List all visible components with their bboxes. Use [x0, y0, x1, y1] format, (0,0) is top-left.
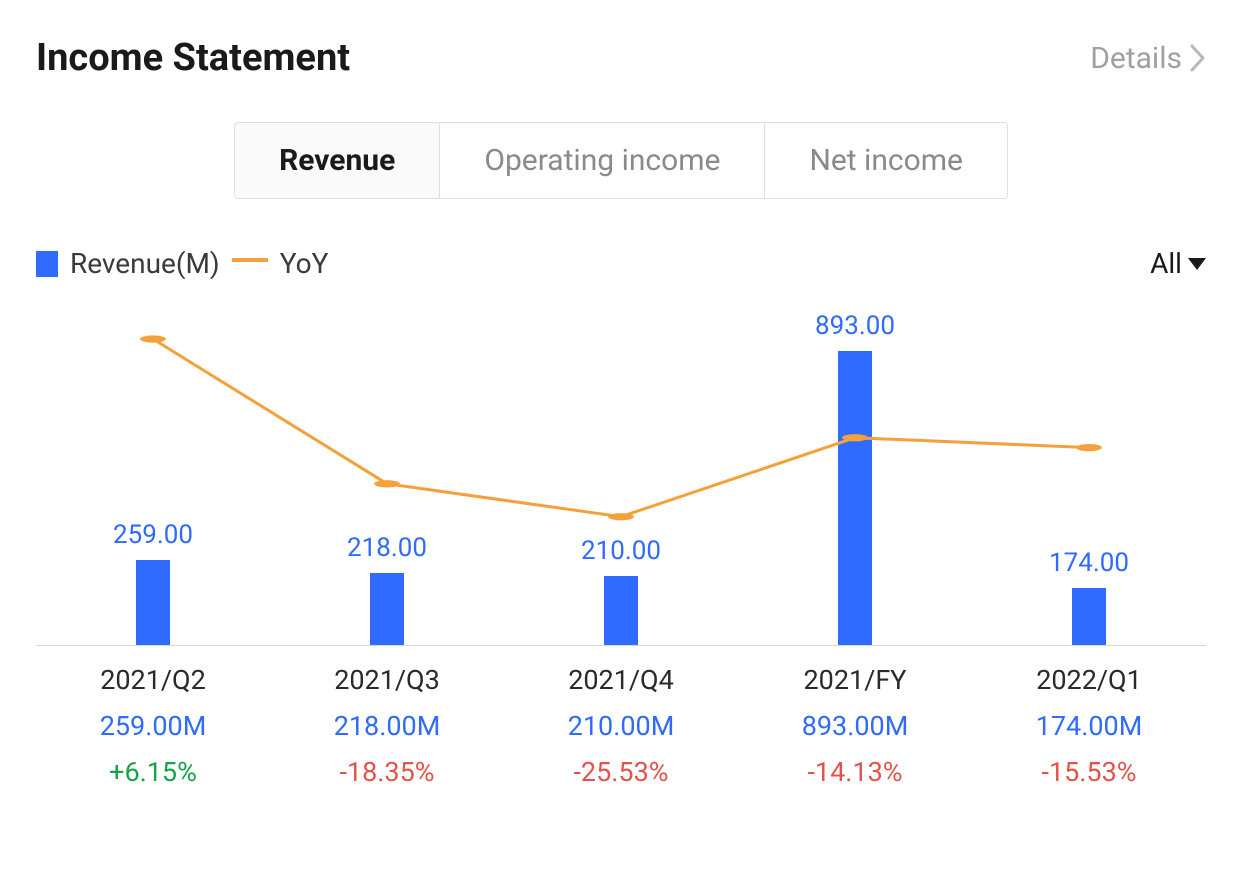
yoy-label: +6.15%	[36, 756, 270, 788]
yoy-line	[36, 316, 1206, 645]
caret-down-icon	[1188, 258, 1206, 270]
filter-label: All	[1150, 247, 1182, 280]
yoy-marker	[374, 480, 400, 487]
value-label: 218.00M	[270, 710, 504, 742]
legend-line-label: YoY	[280, 247, 329, 280]
chart-data-table: 2021/Q22021/Q32021/Q42021/FY2022/Q1 259.…	[36, 664, 1206, 788]
metric-tabs: Revenue Operating income Net income	[36, 122, 1206, 199]
period-label: 2022/Q1	[972, 664, 1206, 696]
chevron-right-icon	[1190, 44, 1206, 72]
value-label: 210.00M	[504, 710, 738, 742]
period-label: 2021/Q4	[504, 664, 738, 696]
yoy-marker	[140, 335, 166, 342]
value-label: 174.00M	[972, 710, 1206, 742]
period-label: 2021/FY	[738, 664, 972, 696]
tab-revenue[interactable]: Revenue	[234, 122, 440, 199]
period-label: 2021/Q3	[270, 664, 504, 696]
value-label: 893.00M	[738, 710, 972, 742]
legend-bar-swatch	[36, 251, 58, 277]
yoy-marker	[1076, 444, 1102, 451]
tab-operating-income[interactable]: Operating income	[440, 122, 765, 199]
legend-line-swatch	[232, 258, 268, 262]
page-title: Income Statement	[36, 36, 350, 80]
chart-legend: Revenue(M) YoY	[36, 247, 328, 280]
value-label: 259.00M	[36, 710, 270, 742]
legend-bar-label: Revenue(M)	[70, 247, 220, 280]
period-label: 2021/Q2	[36, 664, 270, 696]
revenue-chart: 259.00218.00210.00893.00174.00	[36, 316, 1206, 646]
period-filter[interactable]: All	[1150, 247, 1206, 280]
details-link[interactable]: Details	[1090, 41, 1206, 76]
yoy-label: -15.53%	[972, 756, 1206, 788]
details-label: Details	[1090, 41, 1182, 76]
yoy-label: -14.13%	[738, 756, 972, 788]
tab-net-income[interactable]: Net income	[765, 122, 1007, 199]
yoy-marker	[608, 513, 634, 520]
yoy-marker	[842, 434, 868, 441]
yoy-label: -25.53%	[504, 756, 738, 788]
yoy-label: -18.35%	[270, 756, 504, 788]
